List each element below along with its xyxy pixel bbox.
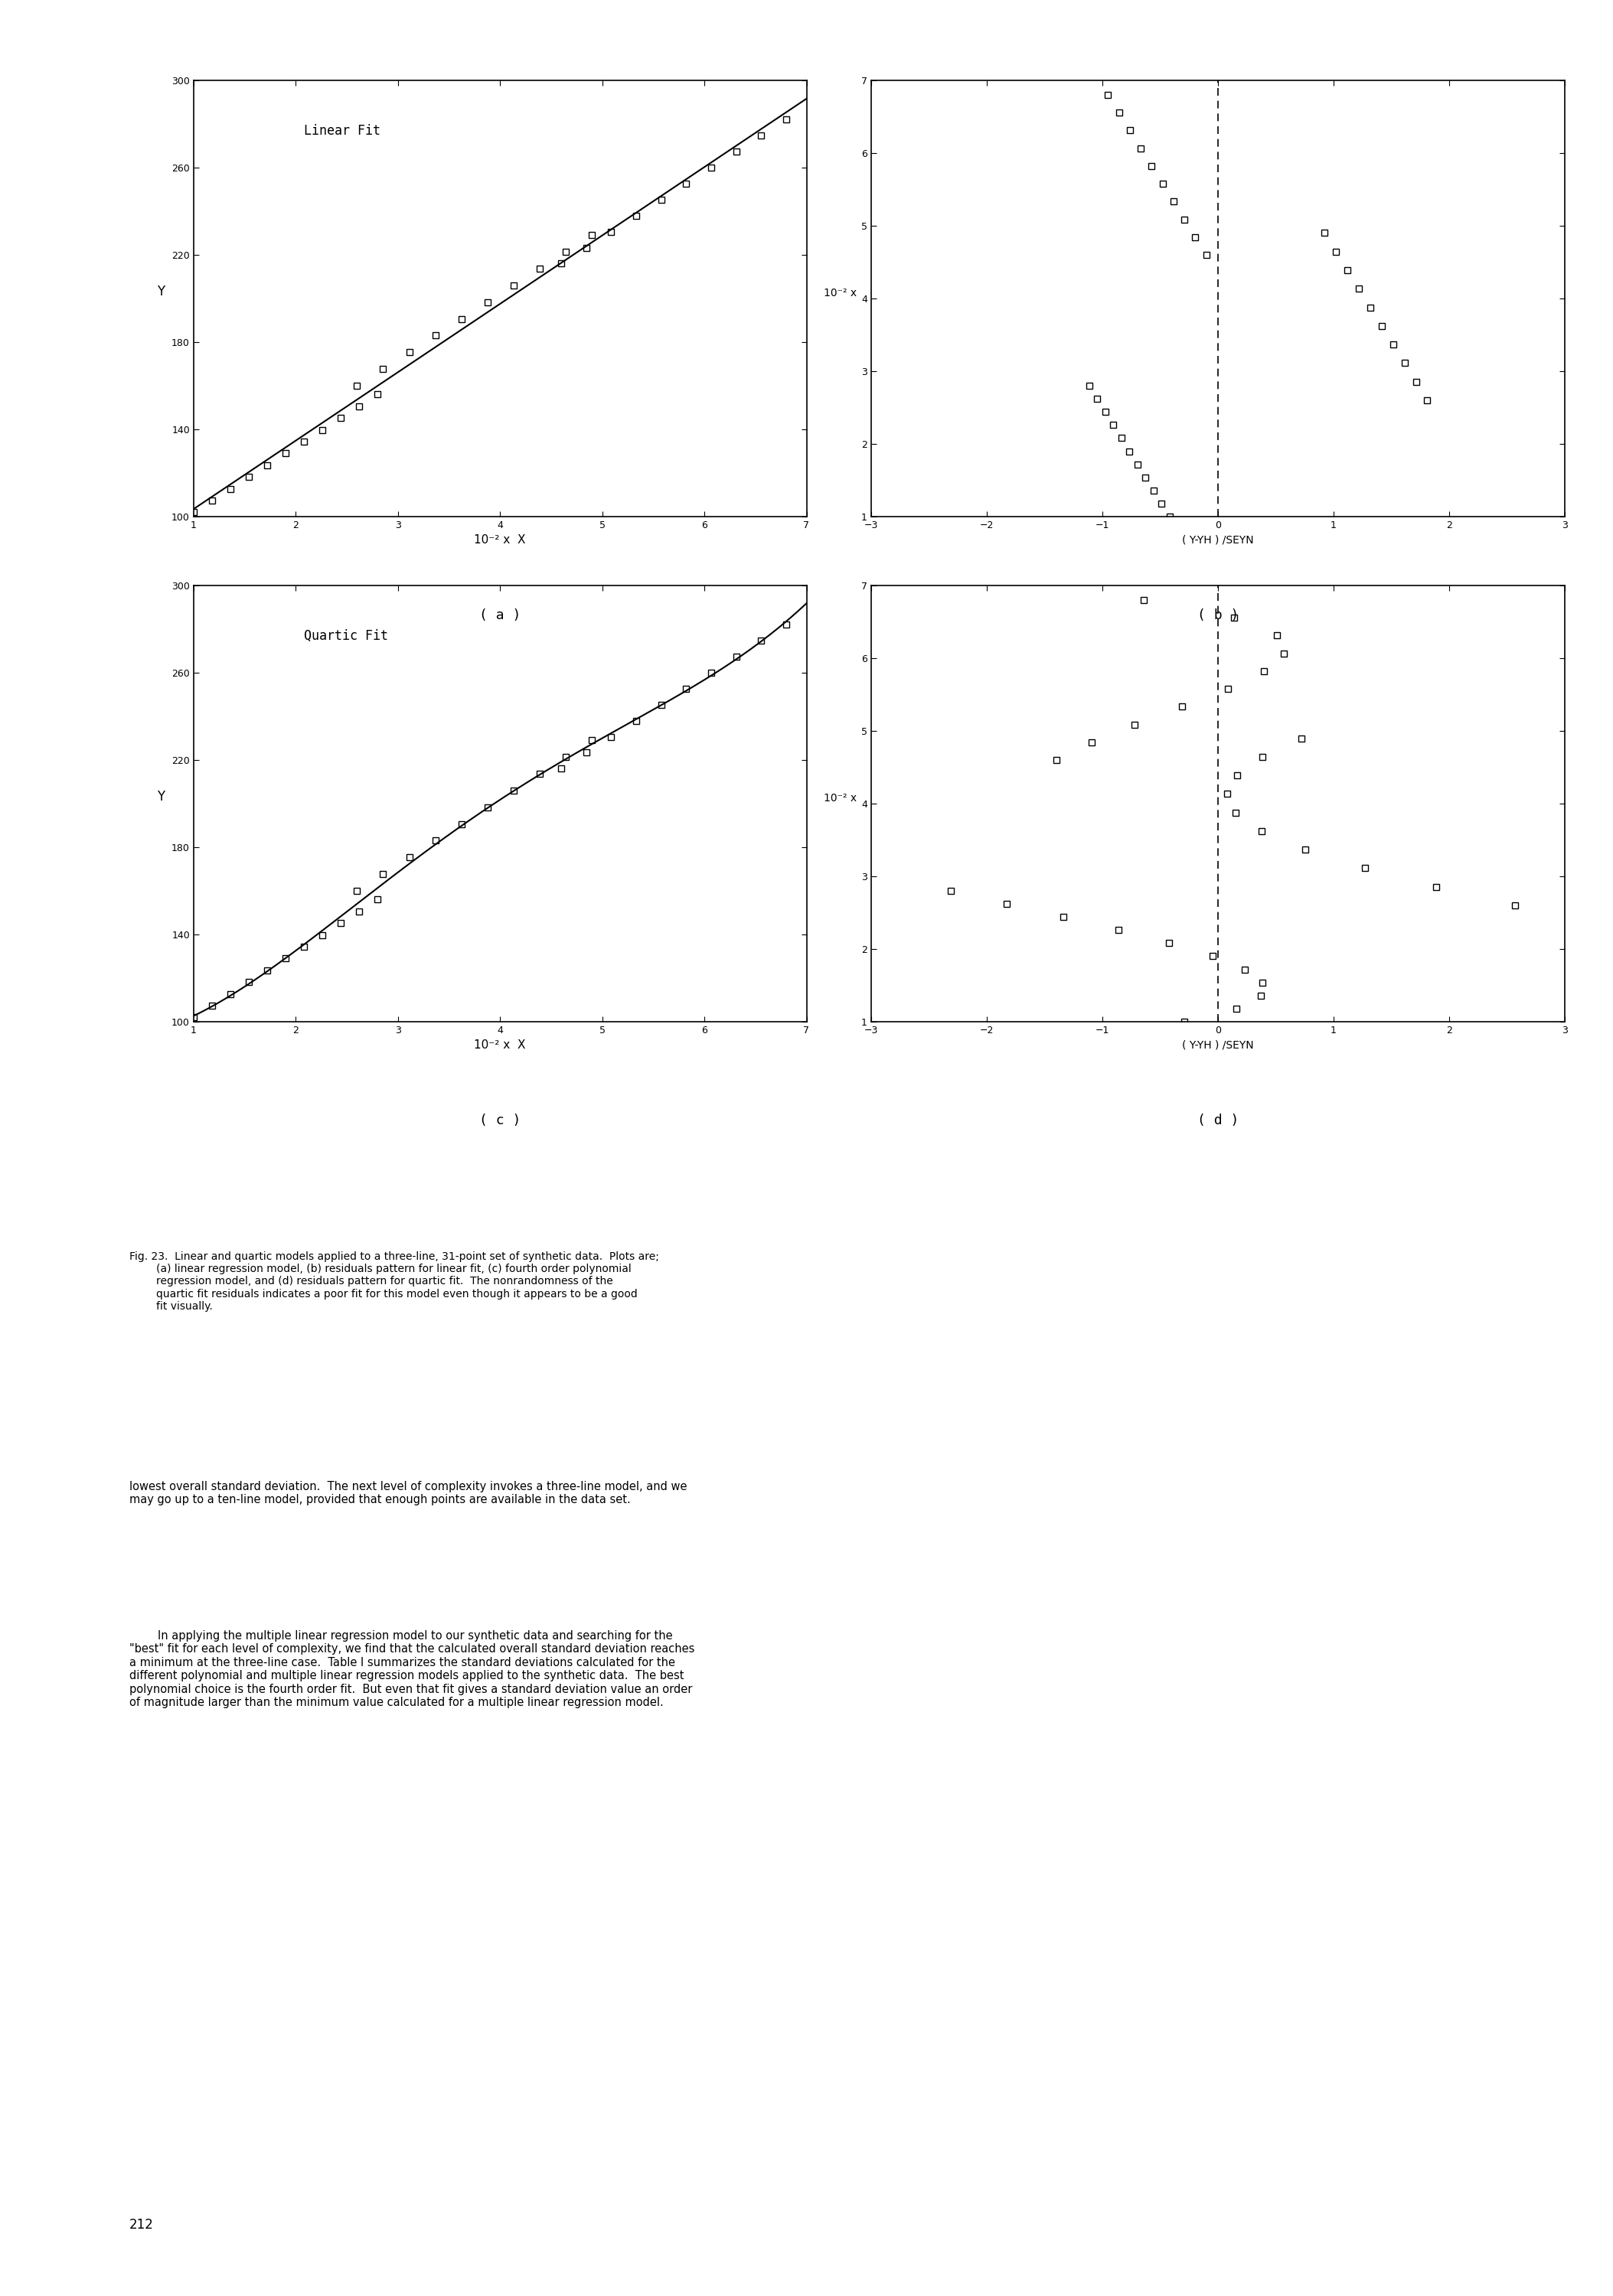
Text: ( b ): ( b ) bbox=[1197, 608, 1239, 622]
X-axis label: ( Y-YH ) /SEYN: ( Y-YH ) /SEYN bbox=[1182, 1040, 1253, 1049]
Text: In applying the multiple linear regression model to our synthetic data and searc: In applying the multiple linear regressi… bbox=[129, 1630, 694, 1708]
X-axis label: 10⁻² x  X: 10⁻² x X bbox=[474, 535, 526, 546]
Y-axis label: Y: Y bbox=[156, 790, 165, 804]
Text: 212: 212 bbox=[129, 2218, 153, 2232]
X-axis label: ( Y-YH ) /SEYN: ( Y-YH ) /SEYN bbox=[1182, 535, 1253, 544]
Y-axis label: 10⁻² x: 10⁻² x bbox=[823, 792, 857, 804]
Y-axis label: 10⁻² x: 10⁻² x bbox=[823, 287, 857, 298]
X-axis label: 10⁻² x  X: 10⁻² x X bbox=[474, 1040, 526, 1052]
Text: ( d ): ( d ) bbox=[1197, 1114, 1239, 1127]
Text: ( a ): ( a ) bbox=[479, 608, 521, 622]
Text: Linear Fit: Linear Fit bbox=[303, 124, 381, 138]
Text: Fig. 23.  Linear and quartic models applied to a three-line, 31-point set of syn: Fig. 23. Linear and quartic models appli… bbox=[129, 1251, 658, 1311]
Text: ( c ): ( c ) bbox=[479, 1114, 521, 1127]
Text: Quartic Fit: Quartic Fit bbox=[303, 629, 389, 643]
Text: lowest overall standard deviation.  The next level of complexity invokes a three: lowest overall standard deviation. The n… bbox=[129, 1481, 687, 1506]
Y-axis label: Y: Y bbox=[156, 285, 165, 298]
